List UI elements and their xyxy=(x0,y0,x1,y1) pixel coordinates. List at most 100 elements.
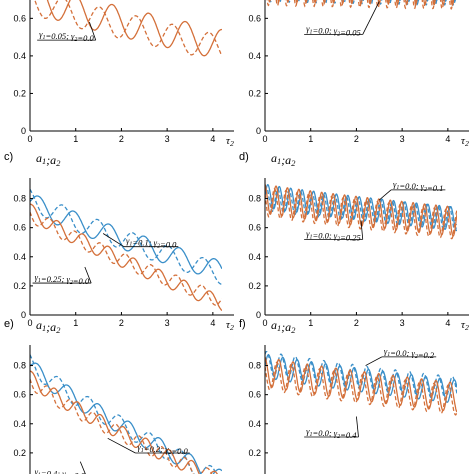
panel-e: 0.2 0.4 0.6 0.8 e) a1;a2 γ1=0.2; γ2=0.0 γ1=0.4;… xyxy=(4,318,222,474)
x-tick-label: 1 xyxy=(73,318,78,328)
y-tick-label: 0.4 xyxy=(248,419,261,429)
y-tick-label: 0.4 xyxy=(248,252,261,262)
annotation-pointer xyxy=(102,233,125,248)
panel-b: 0 0.2 0.4 0.6 0 1 2 3 4 τ2 γ1=0.0; γ2=0.05 xyxy=(248,0,469,148)
series-line-3 xyxy=(46,0,222,57)
x-tick-label: 4 xyxy=(445,134,450,144)
y-tick-label: 0.6 xyxy=(248,390,261,400)
y-tick-label: 0 xyxy=(256,126,261,136)
x-tick-label: 0 xyxy=(27,318,32,328)
x-tick-label: 3 xyxy=(165,318,170,328)
x-axis-label: τ2 xyxy=(226,319,234,332)
panel-f: 0.2 0.4 0.6 0.8 f) a1;a2 γ1=0.0; γ2=0.2 γ1=0.0;… xyxy=(239,318,457,474)
series-line-4 xyxy=(266,0,454,11)
annotation-pointer xyxy=(356,416,359,438)
x-tick-label: 0 xyxy=(27,134,32,144)
series-line-4 xyxy=(34,0,222,57)
y-axis-label: a1;a2 xyxy=(36,318,60,335)
y-tick-label: 0.4 xyxy=(13,252,26,262)
series-line-3 xyxy=(30,203,222,312)
x-axis-label: τ2 xyxy=(226,135,234,148)
x-tick-label: 4 xyxy=(210,318,215,328)
annotation-label: γ1=0.1; γ2=0.0 xyxy=(126,236,177,250)
y-axis-label: a1;a2 xyxy=(271,151,295,168)
x-tick-label: 3 xyxy=(165,134,170,144)
x-tick-label: 3 xyxy=(400,318,405,328)
y-axis-label: a1;a2 xyxy=(271,318,295,335)
y-tick-label: 0.4 xyxy=(13,419,26,429)
series-line-2 xyxy=(30,354,218,474)
series-line-1 xyxy=(30,195,222,275)
y-tick-label: 0 xyxy=(256,310,261,320)
annotation-label: γ1=0.05; γ2=0.0 xyxy=(39,29,94,43)
series-line-3 xyxy=(265,184,457,237)
annotation-pointer xyxy=(107,437,136,454)
y-tick-label: 0.2 xyxy=(13,448,26,458)
y-tick-label: 0 xyxy=(21,310,26,320)
panel-c: 0 0.2 0.4 0.6 0.8 0 1 2 3 4 τ2 c) a1;a2 γ1=0.1; γ2=0.… xyxy=(4,151,234,332)
annotation-label: γ1=0.0; γ2=0.25 xyxy=(306,228,361,242)
series-line-1 xyxy=(30,362,222,474)
panel-label: e) xyxy=(4,318,14,330)
y-tick-label: 0.2 xyxy=(13,281,26,291)
series-group xyxy=(30,354,222,474)
x-tick-label: 1 xyxy=(73,134,78,144)
series-group xyxy=(265,351,457,416)
y-tick-label: 0.8 xyxy=(248,361,261,371)
series-group xyxy=(30,188,222,312)
x-tick-label: 4 xyxy=(445,318,450,328)
y-tick-label: 0.6 xyxy=(248,13,261,23)
series-line-4 xyxy=(265,187,457,240)
y-tick-label: 0.8 xyxy=(248,194,261,204)
annotation-label: γ1=0.0; γ2=0.4 xyxy=(306,426,357,440)
series-line-3 xyxy=(30,370,219,474)
series-line-2 xyxy=(30,188,222,285)
annotation-pointer xyxy=(365,356,383,366)
x-tick-label: 4 xyxy=(210,134,215,144)
annotation-label: γ1=0.4; γ2=0.0 xyxy=(35,467,86,474)
x-axis-label: τ2 xyxy=(461,319,469,332)
y-tick-label: 0.2 xyxy=(248,281,261,291)
x-tick-label: 0 xyxy=(262,134,267,144)
y-tick-label: 0.4 xyxy=(248,51,261,61)
y-tick-label: 0 xyxy=(21,126,26,136)
y-tick-label: 0.8 xyxy=(13,361,26,371)
annotation-pointer xyxy=(89,21,97,41)
x-tick-label: 1 xyxy=(308,134,313,144)
y-tick-label: 0.2 xyxy=(248,88,261,98)
y-tick-label: 0.4 xyxy=(13,51,26,61)
x-tick-label: 3 xyxy=(400,134,405,144)
annotation-label: γ1=0.25; γ2=0.0 xyxy=(35,272,90,286)
x-tick-label: 2 xyxy=(354,318,359,328)
y-tick-label: 0.6 xyxy=(248,223,261,233)
annotation-label: γ1=0.0; γ2=0.1 xyxy=(393,179,443,193)
annotation-label: γ1=0.2; γ2=0.0 xyxy=(137,442,188,456)
annotation-pointer xyxy=(79,461,86,474)
annotation-pointer xyxy=(362,1,380,35)
y-tick-label: 0.6 xyxy=(13,390,26,400)
series-line-4 xyxy=(30,211,222,306)
annotation-pointer xyxy=(84,266,92,284)
series-line-2 xyxy=(265,186,457,232)
annotation-label: γ1=0.0; γ2=0.05 xyxy=(306,23,361,37)
x-tick-label: 0 xyxy=(262,318,267,328)
y-tick-label: 0.2 xyxy=(248,448,261,458)
y-axis-label: a1;a2 xyxy=(36,151,60,168)
panel-label: d) xyxy=(239,151,249,163)
panel-d: 0 0.2 0.4 0.6 0.8 0 1 2 3 4 τ2 d) a1;a2 γ1=0.0; γ2=0.… xyxy=(239,151,469,332)
series-group xyxy=(266,0,457,11)
annotation-pointer xyxy=(379,189,392,201)
series-line-2 xyxy=(265,351,457,400)
annotation-label: γ1=0.0; γ2=0.2 xyxy=(384,346,435,360)
x-tick-label: 2 xyxy=(354,134,359,144)
y-tick-label: 0.6 xyxy=(13,223,26,233)
x-tick-label: 2 xyxy=(119,134,124,144)
series-group xyxy=(34,0,222,57)
series-line-4 xyxy=(30,378,213,474)
y-tick-label: 0.2 xyxy=(13,88,26,98)
panel-label: f) xyxy=(239,318,246,330)
panel-a: 0 0.2 0.4 0.6 0 1 2 3 4 τ2 γ1=0.05; γ2=0.0 xyxy=(13,0,234,148)
y-tick-label: 0.6 xyxy=(13,13,26,23)
x-axis-label: τ2 xyxy=(461,135,469,148)
